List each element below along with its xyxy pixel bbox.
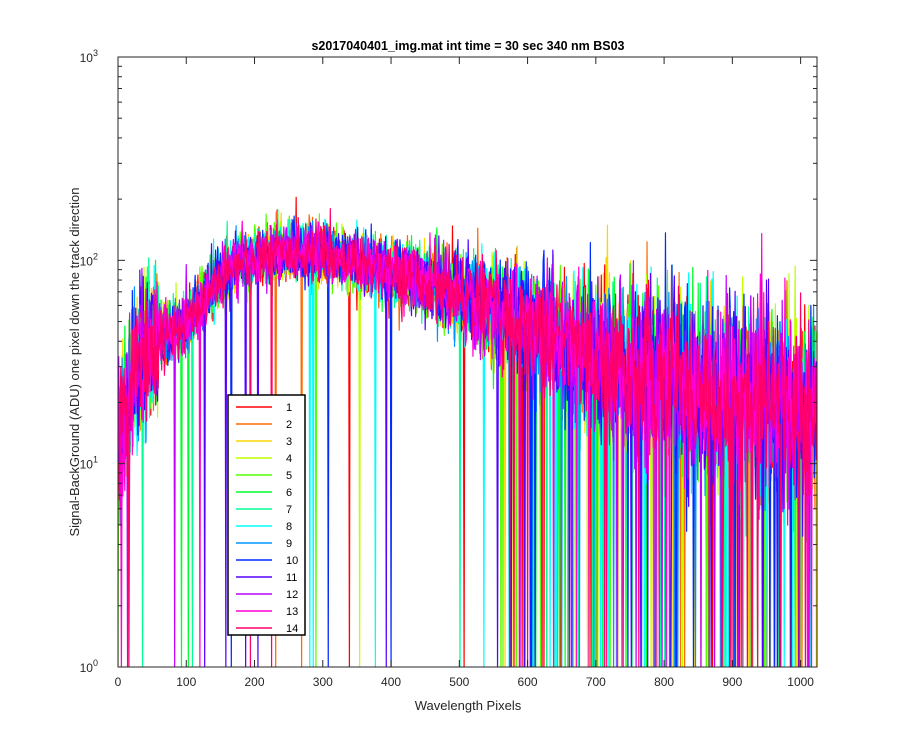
legend-label-2: 2 [286, 419, 292, 431]
x-tick-label: 100 [176, 675, 196, 689]
legend-label-1: 1 [286, 402, 292, 414]
x-tick-label: 600 [518, 675, 538, 689]
legend-label-6: 6 [286, 487, 292, 499]
legend-label-12: 12 [286, 589, 298, 601]
x-tick-label: 900 [722, 675, 742, 689]
legend-label-8: 8 [286, 521, 292, 533]
x-tick-label: 500 [449, 675, 469, 689]
x-tick-label: 800 [654, 675, 674, 689]
series-line-14 [118, 208, 817, 667]
x-tick-label: 1000 [787, 675, 814, 689]
y-tick-label: 100 [80, 658, 98, 675]
y-tick-label: 103 [80, 48, 98, 65]
x-tick-label: 0 [115, 675, 122, 689]
x-tick-label: 300 [313, 675, 333, 689]
chart-title: s2017040401_img.mat int time = 30 sec 34… [311, 39, 624, 53]
legend-label-5: 5 [286, 470, 292, 482]
axes-box [117, 56, 818, 668]
legend-label-9: 9 [286, 538, 292, 550]
x-tick-label: 200 [245, 675, 265, 689]
x-axis-label: Wavelength Pixels [415, 698, 522, 713]
x-tick-label: 400 [381, 675, 401, 689]
series-layer [118, 196, 817, 667]
y-axis-label: Signal-BackGround (ADU) one pixel down t… [67, 187, 82, 536]
legend-label-7: 7 [286, 504, 292, 516]
y-tick-label: 102 [80, 251, 98, 268]
legend-box [227, 394, 306, 636]
ticks-layer: 0 100 200 300 400 500 600 700 800 900 100010010110… [80, 48, 817, 689]
x-tick-label: 700 [586, 675, 606, 689]
legend-label-4: 4 [286, 453, 292, 465]
legend-label-14: 14 [286, 623, 298, 635]
legend-label-10: 10 [286, 555, 298, 567]
legend-label-3: 3 [286, 436, 292, 448]
y-tick-label: 101 [80, 455, 98, 472]
legend-label-11: 11 [286, 572, 297, 584]
legend-label-13: 13 [286, 606, 298, 618]
